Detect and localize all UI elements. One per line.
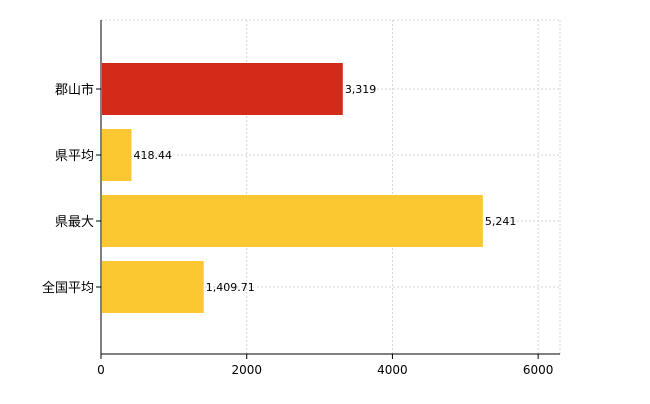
data-label-3: 1,409.71 [206,281,255,294]
bar-1 [102,129,132,181]
data-labels: 3,319 418.44 5,241 1,409.71 [133,83,516,294]
data-label-2: 5,241 [485,215,517,228]
data-label-0: 3,319 [345,83,377,96]
x-tick-labels: 0 2000 4000 6000 [97,354,553,377]
x-tick-label-3: 6000 [523,363,554,377]
bar-0 [102,63,343,115]
bar-3 [102,261,204,313]
data-label-1: 418.44 [133,149,172,162]
bar-2 [102,195,483,247]
category-label-1: 県平均 [55,149,94,164]
category-label-0: 郡山市 [55,82,94,98]
x-tick-label-0: 0 [97,363,105,377]
bars [102,63,483,313]
x-tick-label-1: 2000 [231,363,262,377]
category-label-2: 県最大 [55,215,94,230]
x-tick-label-2: 4000 [377,363,408,377]
category-label-3: 全国平均 [42,280,94,296]
axes [100,20,560,355]
